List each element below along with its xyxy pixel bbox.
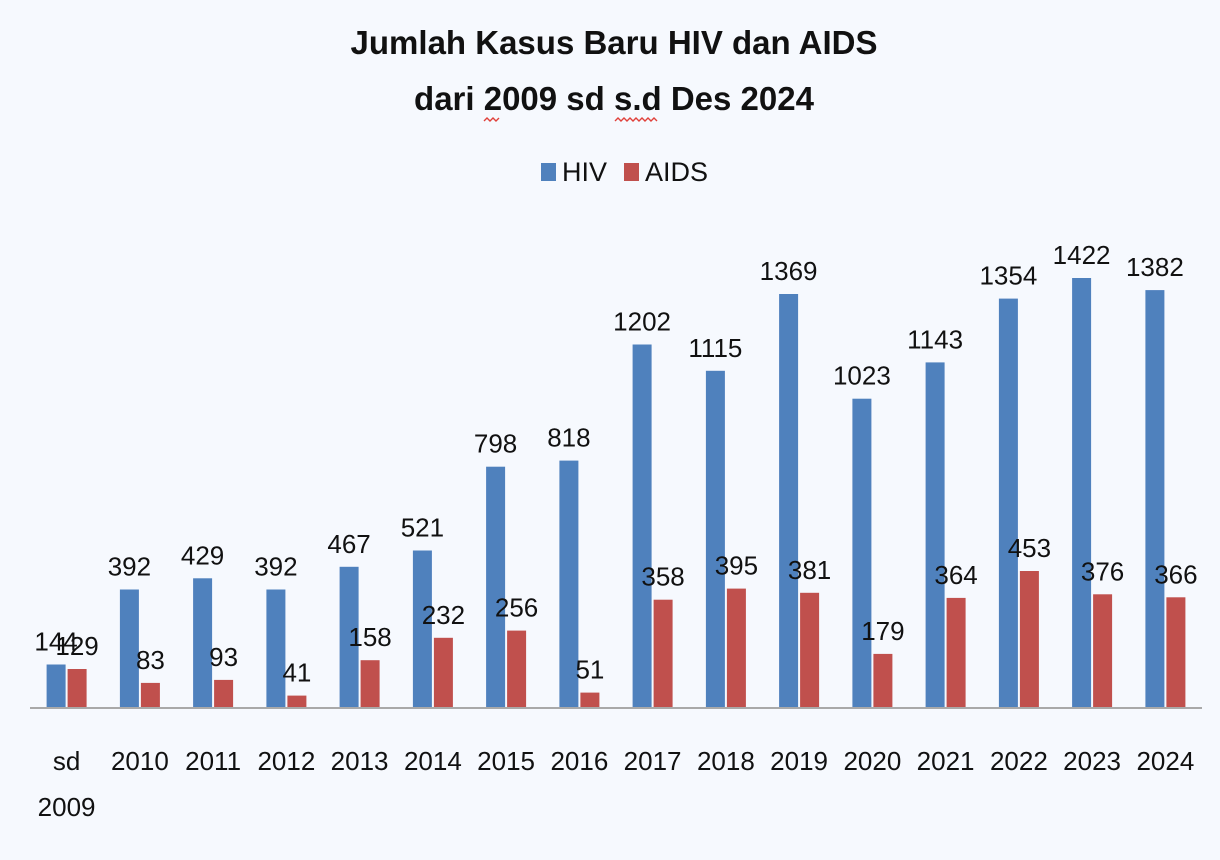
data-label-aids-6: 256 — [495, 593, 538, 623]
bar-aids-2 — [214, 679, 234, 708]
x-tick-label-1: 2010 — [111, 746, 169, 776]
x-tick-label-0-1: 2009 — [38, 792, 96, 822]
bar-aids-14 — [1093, 594, 1113, 708]
bar-hiv-4 — [339, 566, 359, 708]
data-label-hiv-12: 1143 — [907, 324, 963, 354]
bar-aids-9 — [726, 588, 746, 708]
data-label-aids-1: 83 — [136, 645, 165, 675]
bar-hiv-15 — [1145, 290, 1165, 708]
legend-label-aids: AIDS — [645, 157, 708, 187]
bar-aids-6 — [507, 630, 527, 708]
bar-aids-15 — [1166, 597, 1186, 708]
data-label-aids-7: 51 — [575, 655, 604, 685]
x-tick-label-10: 2019 — [770, 746, 828, 776]
bar-hiv-12 — [925, 362, 945, 708]
x-tick-label-14: 2023 — [1063, 746, 1121, 776]
bar-hiv-14 — [1072, 278, 1092, 708]
bar-aids-12 — [946, 597, 966, 708]
bar-hiv-8 — [632, 344, 652, 708]
x-tick-label-0-0: sd — [53, 746, 80, 776]
legend-swatch-aids — [624, 163, 639, 181]
bar-aids-3 — [287, 695, 307, 708]
bar-aids-5 — [433, 637, 453, 708]
data-label-hiv-4: 467 — [327, 529, 370, 559]
bar-hiv-7 — [559, 460, 579, 708]
bar-hiv-1 — [119, 589, 139, 708]
legend: HIV AIDS — [541, 157, 708, 187]
x-tick-label-11: 2020 — [843, 746, 901, 776]
bar-aids-13 — [1019, 571, 1039, 708]
bar-aids-4 — [360, 660, 380, 708]
bar-hiv-2 — [193, 578, 213, 708]
x-tick-label-12: 2021 — [917, 746, 975, 776]
spellcheck-underline-sd — [614, 117, 658, 122]
data-label-hiv-13: 1354 — [979, 261, 1037, 291]
bar-hiv-10 — [779, 294, 799, 708]
bar-aids-11 — [873, 653, 893, 708]
data-label-aids-14: 376 — [1081, 556, 1124, 586]
x-tick-label-8: 2017 — [624, 746, 682, 776]
data-label-aids-5: 232 — [422, 600, 465, 630]
legend-swatch-hiv — [541, 163, 556, 181]
data-label-aids-12: 364 — [934, 560, 977, 590]
bar-aids-10 — [800, 592, 820, 708]
data-label-aids-15: 366 — [1154, 559, 1197, 589]
data-label-aids-11: 179 — [861, 616, 904, 646]
bar-hiv-11 — [852, 398, 872, 708]
data-label-aids-8: 358 — [641, 562, 684, 592]
bar-aids-1 — [140, 682, 160, 708]
data-label-hiv-0: 144 — [34, 627, 77, 657]
bar-hiv-0 — [46, 664, 66, 708]
data-label-hiv-6: 798 — [474, 429, 517, 459]
x-tick-label-7: 2016 — [550, 746, 608, 776]
data-label-hiv-5: 521 — [401, 513, 444, 543]
data-label-aids-2: 93 — [209, 642, 238, 672]
data-label-hiv-9: 1115 — [688, 333, 742, 363]
spellcheck-underline-dari — [483, 117, 500, 122]
bar-hiv-13 — [998, 298, 1018, 708]
chart-title-line-1: Jumlah Kasus Baru HIV dan AIDS — [351, 24, 878, 61]
bar-hiv-5 — [412, 550, 432, 708]
x-tick-label-9: 2018 — [697, 746, 755, 776]
bar-aids-8 — [653, 599, 673, 708]
bar-hiv-6 — [486, 466, 506, 708]
x-tick-label-2: 2011 — [185, 746, 241, 776]
x-tick-label-5: 2014 — [404, 746, 462, 776]
data-label-hiv-8: 1202 — [613, 307, 671, 337]
data-label-hiv-2: 429 — [181, 540, 224, 570]
data-label-hiv-7: 818 — [547, 423, 590, 453]
data-label-hiv-1: 392 — [108, 552, 151, 582]
data-label-hiv-11: 1023 — [833, 361, 891, 391]
bar-aids-7 — [580, 692, 600, 708]
x-tick-label-6: 2015 — [477, 746, 535, 776]
data-label-aids-0: 129 — [55, 631, 98, 661]
data-label-aids-3: 41 — [282, 658, 311, 688]
x-tick-label-4: 2013 — [331, 746, 389, 776]
chart-title-line-2: dari 2009 sd s.d Des 2024 — [414, 80, 815, 117]
data-label-aids-4: 158 — [348, 622, 391, 652]
x-tick-label-13: 2022 — [990, 746, 1048, 776]
bar-hiv-3 — [266, 589, 286, 708]
data-label-hiv-3: 392 — [254, 552, 297, 582]
legend-label-hiv: HIV — [562, 157, 607, 187]
data-label-hiv-10: 1369 — [760, 256, 818, 286]
x-tick-label-15: 2024 — [1136, 746, 1194, 776]
data-label-hiv-15: 1382 — [1126, 252, 1184, 282]
data-label-aids-10: 381 — [788, 555, 831, 585]
data-label-aids-13: 453 — [1008, 533, 1051, 563]
data-label-hiv-14: 1422 — [1053, 240, 1111, 270]
data-label-aids-9: 395 — [715, 551, 758, 581]
bar-aids-0 — [67, 669, 87, 708]
x-tick-label-3: 2012 — [257, 746, 315, 776]
bar-hiv-9 — [705, 370, 725, 708]
